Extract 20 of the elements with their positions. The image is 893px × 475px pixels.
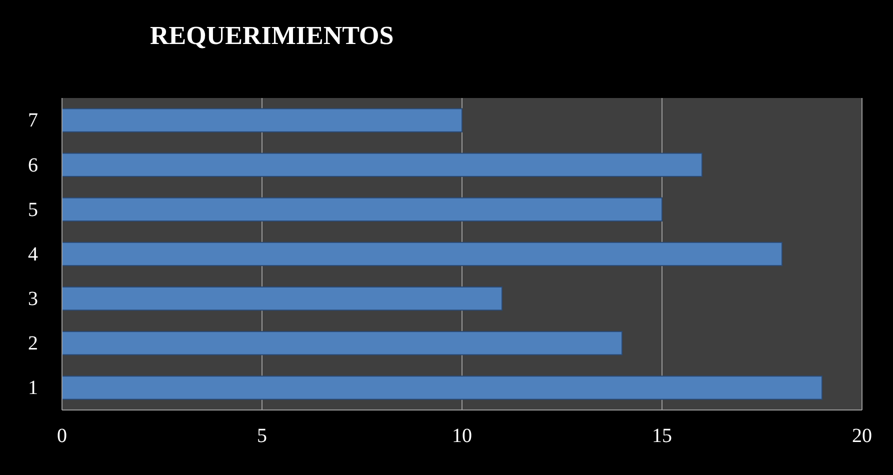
- bar: [62, 331, 622, 356]
- x-tick-label: 15: [652, 425, 672, 448]
- y-tick-label: 1: [28, 377, 38, 400]
- chart-title: REQUERIMIENTOS: [150, 21, 394, 50]
- y-tick-label: 6: [28, 154, 38, 176]
- bar: [62, 108, 462, 132]
- bar: [62, 152, 702, 177]
- y-tick-label: 2: [28, 332, 38, 355]
- bar: [62, 376, 822, 400]
- x-tick-label: 5: [257, 425, 267, 448]
- x-tick-label: 20: [852, 425, 872, 448]
- y-tick-label: 4: [28, 243, 38, 266]
- bar: [62, 286, 502, 311]
- bar: [62, 242, 782, 266]
- x-tick-label: 10: [452, 425, 472, 448]
- y-tick-label: 5: [28, 198, 38, 221]
- bar: [62, 197, 662, 222]
- y-tick-label: 7: [28, 110, 38, 132]
- y-tick-label: 3: [28, 288, 38, 310]
- x-tick-label: 0: [57, 425, 67, 448]
